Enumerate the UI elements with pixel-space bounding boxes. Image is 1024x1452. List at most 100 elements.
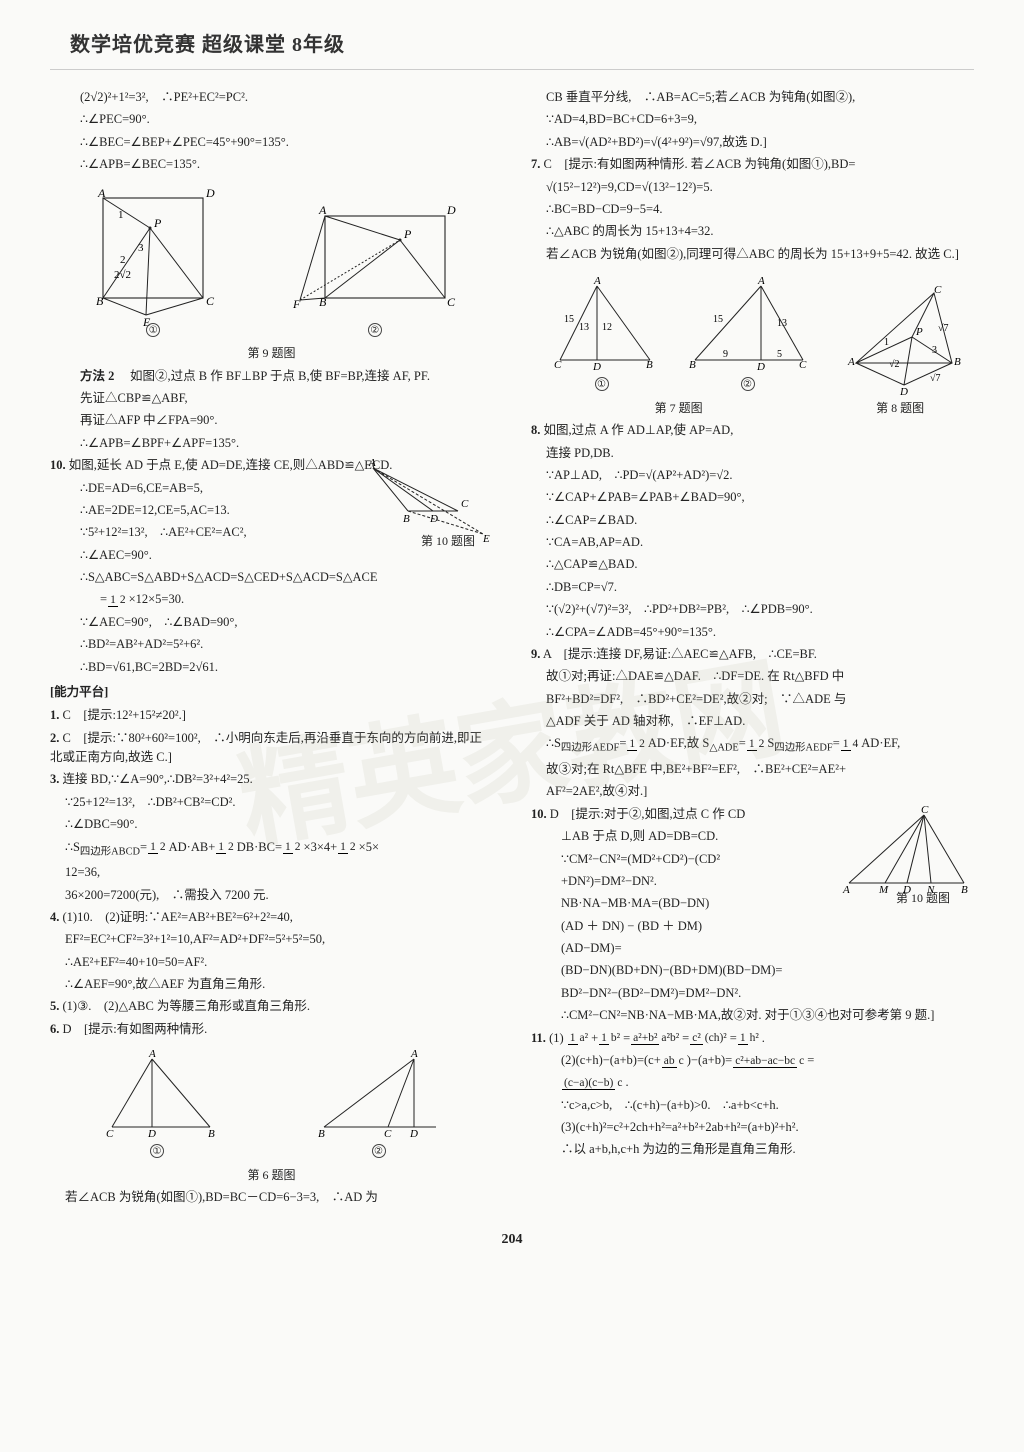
svg-text:D: D (205, 186, 215, 200)
text: ∴∠APB=∠BPF+∠APF=135°. (50, 434, 493, 453)
text: ∴DB=CP=√7. (531, 578, 974, 597)
svg-text:5: 5 (777, 349, 782, 360)
text: 若∠ACB 为锐角(如图②),同理可得△ABC 的周长为 15+13+9+5=4… (531, 245, 974, 264)
svg-text:B: B (208, 1128, 215, 1140)
page: 精英家教网 数学培优竞赛 超级课堂 8年级 (2√2)²+1²=3², ∴PE²… (0, 0, 1024, 1452)
figure-8: C A B P D √7 1 3 √2 √7 (834, 281, 964, 397)
text: ∴S四边形ABCD=12AD·AB+12DB·BC=12×3×4+12×5× (50, 838, 493, 861)
figure-8-caption: 第 8 题图 (826, 399, 974, 418)
text: ∴S△ABC=S△ABD+S△ACD=S△CED+S△ACD=S△ACE (50, 568, 493, 587)
text: √(15²−12²)=9,CD=√(13²−12²)=5. (531, 178, 974, 197)
text: BF²+BD²=DF², ∴BD²+CE²=DE²,故②对; ∵△ADE 与 (531, 690, 974, 709)
text: 故③对;在 Rt△BFE 中,BE²+BF²=EF², ∴BE²+CE²=AE²… (531, 760, 974, 779)
svg-text:9: 9 (723, 349, 728, 360)
svg-text:P: P (403, 227, 412, 241)
text: ∵∠CAP+∠PAB=∠PAB+∠BAD=90°, (531, 488, 974, 507)
svg-text:13: 13 (777, 318, 787, 329)
text: CB 垂直平分线, ∴AB=AC=5;若∠ACB 为钝角(如图②), (531, 88, 974, 107)
text: ∵∠AEC=90°, ∴∠BAD=90°, (50, 613, 493, 632)
svg-text:C: C (799, 359, 807, 371)
text: ∴△CAP≌△BAD. (531, 555, 974, 574)
page-number: 204 (50, 1229, 974, 1251)
figure-9-row: A D B C P E (50, 179, 493, 343)
two-column-layout: (2√2)²+1²=3², ∴PE²+EC²=PC². ∴∠PEC=90°. ∴… (50, 88, 974, 1211)
figure-7-2: A B C D 15 13 9 5 ② (683, 268, 813, 397)
svg-text:B: B (689, 359, 696, 371)
item-8: 8. 如图,过点 A 作 AD⊥AP,使 AP=AD, (531, 421, 974, 440)
svg-text:√7: √7 (938, 323, 949, 334)
item-9: 9. A [提示:连接 DF,易证:△AEC≌△AFB, ∴CE=BF. (531, 645, 974, 664)
figure-6-caption: 第 6 题图 (50, 1166, 493, 1185)
svg-text:P: P (915, 326, 923, 338)
text: ∵AP⊥AD, ∴PD=√(AP²+AD²)=√2. (531, 466, 974, 485)
figure-7-1: A B C D 15 13 12 ① (542, 268, 662, 397)
svg-text:12: 12 (602, 322, 612, 333)
text: ∵(√2)²+(√7)²=3², ∴PD²+DB²=PB², ∴∠PDB=90°… (531, 600, 974, 619)
text: ∵25+12²=13², ∴DB²+CB²=CD². (50, 793, 493, 812)
text: ∴以 a+b,h,c+h 为边的三角形是直角三角形. (531, 1140, 974, 1159)
text: (3)(c+h)²=c²+2ch+h²=a²+b²+2ab+h²=(a+b)²+… (531, 1118, 974, 1137)
page-header: 数学培优竞赛 超级课堂 8年级 (50, 30, 974, 70)
svg-text:C: C (106, 1128, 114, 1140)
text: 先证△CBP≌△ABF, (50, 389, 493, 408)
svg-text:B: B (318, 1128, 325, 1140)
text: ∴S四边形AEDF=12AD·EF,故 S△ADE=12S四边形AEDF=14A… (531, 734, 974, 757)
text: (2)(c+h)−(a+b)=(c+abc)−(a+b)=c²+ab−ac−bc… (531, 1051, 974, 1070)
figure-9-2: A D B C P F ② (285, 194, 465, 343)
figure-6-1: A C D B ① (92, 1043, 222, 1164)
svg-text:A: A (368, 457, 376, 469)
svg-text:A: A (410, 1048, 418, 1060)
text: (2√2)²+1²=3², ∴PE²+EC²=PC². (50, 88, 493, 107)
item-4: 4. (1)10. (2)证明:∵AE²=AB²+BE²=6²+2²=40, (50, 908, 493, 927)
svg-text:C: C (921, 804, 929, 816)
svg-text:P: P (153, 216, 162, 230)
svg-text:B: B (961, 884, 968, 896)
svg-text:A: A (842, 884, 850, 896)
svg-text:A: A (148, 1048, 156, 1060)
figure-10-caption: 第 10 题图 (421, 532, 475, 551)
text: ∵c>a,c>b, ∴(c+h)−(a+b)>0. ∴a+b<c+h. (531, 1096, 974, 1115)
figure-9-1: A D B C P E (78, 179, 228, 343)
text: ∵AD=4,BD=BC+CD=6+3=9, (531, 110, 974, 129)
svg-text:B: B (96, 294, 104, 308)
text: 若∠ACB 为锐角(如图①),BD=BC－CD=6−3=3, ∴AD 为 (50, 1188, 493, 1207)
svg-text:D: D (592, 361, 601, 373)
text: 再证△AFP 中∠FPA=90°. (50, 411, 493, 430)
figure-7-caption: 第 7 题图 (531, 399, 826, 418)
item-2: 2. C [提示:∵80²+60²=100², ∴小明向东走后,再沿垂直于东向的… (50, 729, 493, 768)
item-6: 6. D [提示:有如图两种情形. (50, 1020, 493, 1039)
svg-text:C: C (461, 498, 469, 510)
figure-6-2: A B C D ② (306, 1043, 451, 1164)
text: ∴BD²=AB²+AD²=5²+6². (50, 635, 493, 654)
svg-text:13: 13 (579, 322, 589, 333)
svg-text:15: 15 (713, 314, 723, 325)
text: ∴CM²−CN²=NB·NA−MB·MA,故②对. 对于①③④也对可参考第 9 … (531, 1006, 974, 1025)
svg-text:C: C (447, 295, 456, 309)
figure-7-8-row: A B C D 15 13 12 ① (531, 268, 974, 397)
text: ∴∠AEF=90°,故△AEF 为直角三角形. (50, 975, 493, 994)
text: ∴BD=√61,BC=2BD=2√61. (50, 658, 493, 677)
svg-text:C: C (206, 294, 215, 308)
figure-10r-caption: 第 10 题图 (896, 889, 950, 908)
svg-text:C: C (384, 1128, 392, 1140)
text: ∴∠CAP=∠BAD. (531, 511, 974, 530)
text: 36×200=7200(元), ∴需投入 7200 元. (50, 886, 493, 905)
item-1: 1. C [提示:12²+15²≠20².] (50, 706, 493, 725)
text: (AD ＋ DN) − (BD ＋ DM) (531, 917, 974, 936)
svg-text:√7: √7 (930, 373, 941, 384)
svg-text:1: 1 (884, 337, 889, 348)
text: ∴AE²+EF²=40+10=50=AF². (50, 953, 493, 972)
svg-text:D: D (446, 203, 456, 217)
item-5: 5. (1)③. (2)△ABC 为等腰三角形或直角三角形. (50, 997, 493, 1016)
svg-text:A: A (318, 203, 327, 217)
item-11: 11. (1) 1a²+1b²=a²+b²a²b²=c²(ch)²=1h². (531, 1029, 974, 1048)
text: 连接 PD,DB. (531, 444, 974, 463)
method-label: 方法 2 (80, 369, 114, 383)
svg-text:D: D (147, 1128, 156, 1140)
svg-text:√2: √2 (889, 359, 900, 370)
svg-text:2: 2 (120, 254, 126, 266)
svg-text:A: A (847, 356, 855, 368)
text: EF²=EC²+CF²=3²+1²=10,AF²=AD²+DF²=5²+5²=5… (50, 930, 493, 949)
svg-text:F: F (292, 297, 301, 311)
text: BD²−DN²−(BD²−DM²)=DM²−DN². (531, 984, 974, 1003)
